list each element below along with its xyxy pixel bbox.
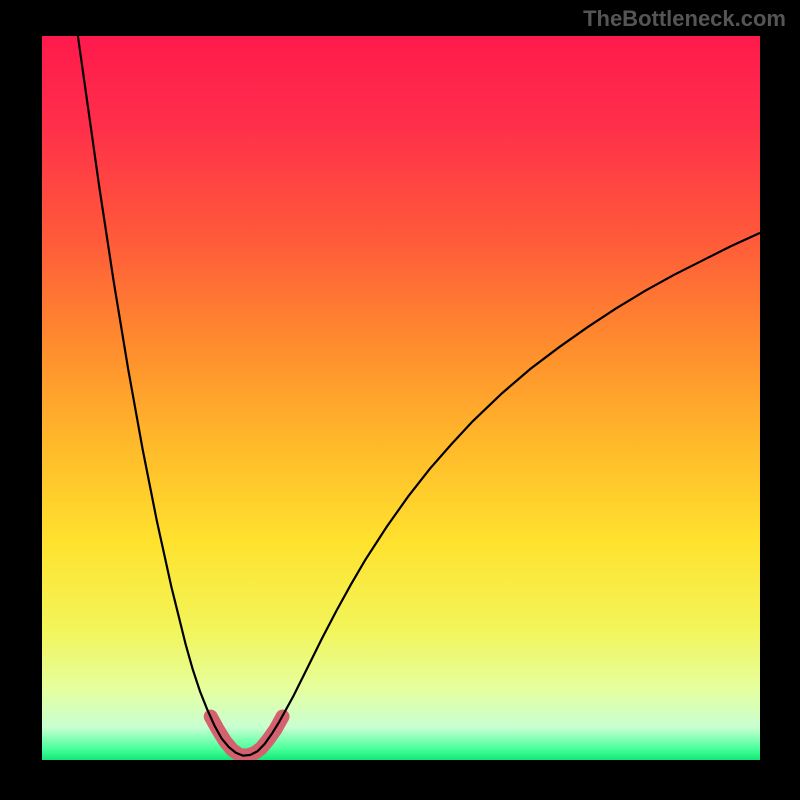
bottleneck-curve — [78, 36, 760, 756]
chart-svg — [42, 36, 760, 760]
attribution-text: TheBottleneck.com — [583, 6, 786, 32]
bottleneck-chart — [42, 36, 760, 760]
